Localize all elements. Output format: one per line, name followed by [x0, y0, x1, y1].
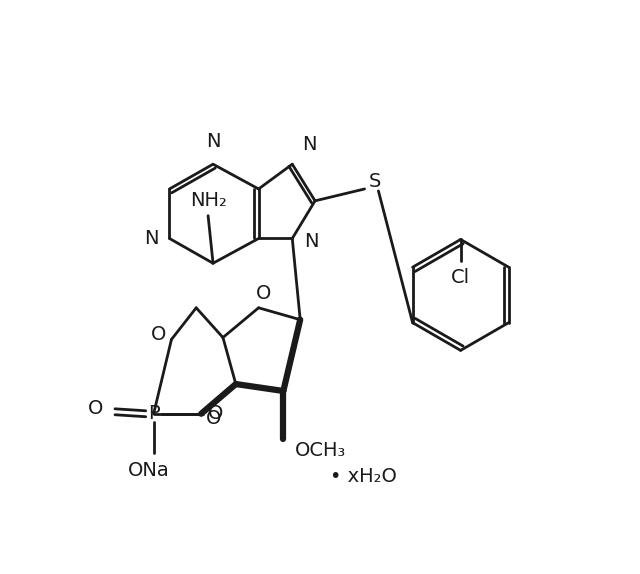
Text: N: N: [302, 135, 317, 154]
Text: N: N: [206, 133, 220, 152]
Text: O: O: [256, 285, 271, 304]
Text: O: O: [206, 409, 221, 428]
Text: ONa: ONa: [128, 461, 170, 480]
Text: OCH₃: OCH₃: [296, 441, 347, 460]
Text: S: S: [368, 172, 381, 191]
Text: • xH₂O: • xH₂O: [330, 467, 397, 486]
Text: O: O: [209, 404, 224, 423]
Text: O: O: [151, 325, 166, 344]
Text: N: N: [304, 232, 319, 251]
Text: N: N: [144, 229, 159, 248]
Text: NH₂: NH₂: [189, 191, 227, 210]
Text: O: O: [88, 400, 103, 418]
Text: P: P: [148, 404, 159, 423]
Text: Cl: Cl: [451, 267, 470, 286]
